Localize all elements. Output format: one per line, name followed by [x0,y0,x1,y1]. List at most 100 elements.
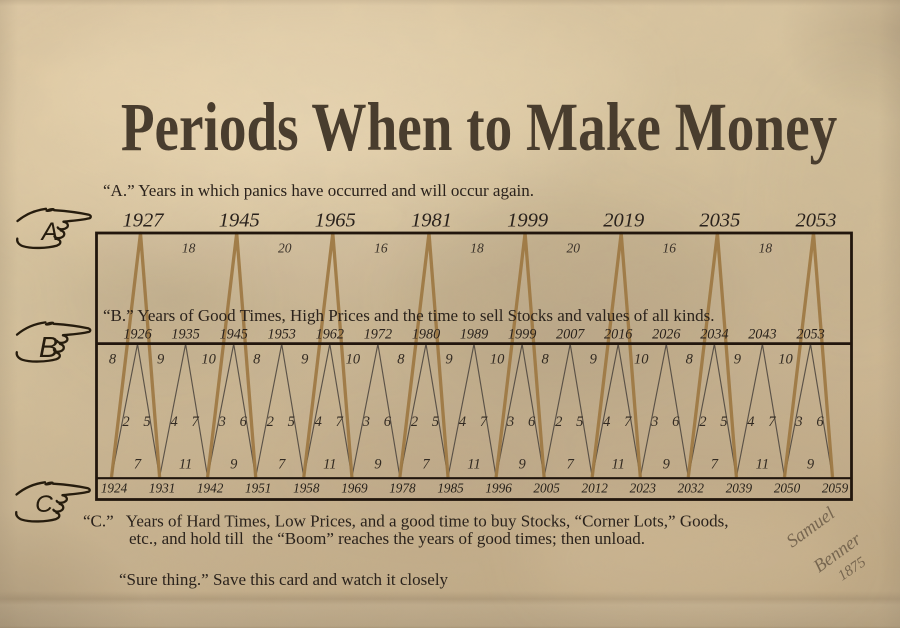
svg-text:1999: 1999 [508,327,536,343]
svg-text:6: 6 [816,414,824,430]
svg-text:18: 18 [470,241,484,256]
svg-text:9: 9 [734,352,742,368]
svg-text:Periods When to Make Money: Periods When to Make Money [121,88,837,165]
svg-text:1972: 1972 [364,327,392,343]
svg-text:3: 3 [362,414,370,430]
svg-text:10: 10 [778,352,793,368]
svg-text:16: 16 [663,241,677,256]
svg-text:2053: 2053 [796,210,837,232]
svg-text:3: 3 [650,414,658,430]
svg-text:5: 5 [720,414,727,430]
svg-text:C: C [35,491,53,518]
svg-text:1985: 1985 [437,481,464,496]
svg-text:18: 18 [759,241,773,256]
svg-text:1924: 1924 [101,481,128,496]
svg-text:8: 8 [686,352,694,368]
svg-text:9: 9 [445,352,453,368]
svg-text:2039: 2039 [726,481,753,496]
svg-text:8: 8 [253,352,261,368]
svg-text:7: 7 [278,457,286,473]
svg-text:2: 2 [267,414,274,430]
svg-text:1978: 1978 [389,481,416,496]
svg-text:1931: 1931 [149,481,175,496]
svg-text:“A.” Years in which panics hav: “A.” Years in which panics have occurred… [103,181,534,200]
svg-text:4: 4 [315,414,322,430]
svg-text:18: 18 [182,241,196,256]
svg-text:1953: 1953 [268,327,296,343]
svg-text:1945: 1945 [219,210,260,232]
svg-text:1969: 1969 [341,481,368,496]
svg-text:“C.” Years of Hard Times, Lo: “C.” Years of Hard Times, Low Prices, an… [83,512,728,531]
svg-text:7: 7 [624,414,632,430]
svg-text:1945: 1945 [220,327,248,343]
svg-text:1926: 1926 [123,327,152,343]
svg-text:2007: 2007 [556,327,585,343]
svg-text:1962: 1962 [316,327,344,343]
svg-text:B: B [39,332,58,364]
svg-text:2016: 2016 [604,327,633,343]
svg-text:9: 9 [518,457,526,473]
svg-text:4: 4 [170,414,177,430]
svg-text:3: 3 [506,414,514,430]
svg-text:5: 5 [432,414,439,430]
svg-text:11: 11 [756,457,769,473]
svg-text:9: 9 [301,352,309,368]
svg-text:3: 3 [218,414,226,430]
svg-text:7: 7 [134,457,142,473]
svg-text:A: A [40,218,59,246]
svg-text:10: 10 [201,352,216,368]
svg-text:2012: 2012 [582,481,609,496]
svg-text:1999: 1999 [507,210,548,232]
svg-text:2005: 2005 [533,481,560,496]
svg-text:9: 9 [590,352,598,368]
svg-text:8: 8 [109,352,117,368]
svg-text:etc., and hold till the “Boom: etc., and hold till the “Boom” reaches t… [129,529,645,548]
svg-text:1927: 1927 [123,210,165,232]
svg-text:4: 4 [459,414,466,430]
svg-text:3: 3 [794,414,802,430]
svg-text:2035: 2035 [699,210,740,232]
svg-text:11: 11 [179,457,192,473]
svg-text:6: 6 [240,414,248,430]
svg-text:9: 9 [374,457,382,473]
svg-text:2059: 2059 [822,481,849,496]
svg-text:11: 11 [323,457,336,473]
svg-text:10: 10 [634,352,649,368]
svg-text:2053: 2053 [796,327,824,343]
svg-text:9: 9 [157,352,165,368]
svg-text:2050: 2050 [774,481,801,496]
svg-text:1981: 1981 [411,210,452,232]
svg-text:2023: 2023 [630,481,657,496]
svg-text:6: 6 [672,414,680,430]
svg-text:7: 7 [336,414,344,430]
svg-text:1965: 1965 [315,210,356,232]
svg-text:2043: 2043 [748,327,776,343]
svg-text:4: 4 [747,414,754,430]
svg-text:8: 8 [397,352,405,368]
svg-text:11: 11 [467,457,480,473]
svg-text:9: 9 [807,457,815,473]
svg-text:7: 7 [768,414,776,430]
svg-text:5: 5 [288,414,295,430]
svg-text:9: 9 [230,457,238,473]
svg-text:4: 4 [603,414,610,430]
svg-text:10: 10 [490,352,505,368]
svg-text:20: 20 [278,241,292,256]
svg-text:11: 11 [611,457,624,473]
svg-text:6: 6 [528,414,536,430]
svg-text:“Sure thing.” Save this card a: “Sure thing.” Save this card and watch i… [119,570,449,589]
svg-text:2034: 2034 [700,327,728,343]
svg-text:16: 16 [374,241,388,256]
svg-text:2: 2 [411,414,418,430]
svg-text:7: 7 [191,414,199,430]
svg-text:10: 10 [346,352,361,368]
svg-text:1958: 1958 [293,481,320,496]
svg-text:7: 7 [480,414,488,430]
svg-text:7: 7 [711,457,719,473]
svg-text:1996: 1996 [485,481,512,496]
svg-text:7: 7 [422,457,430,473]
svg-text:2: 2 [555,414,562,430]
svg-text:1935: 1935 [171,327,199,343]
svg-text:1951: 1951 [245,481,271,496]
svg-text:2: 2 [699,414,706,430]
